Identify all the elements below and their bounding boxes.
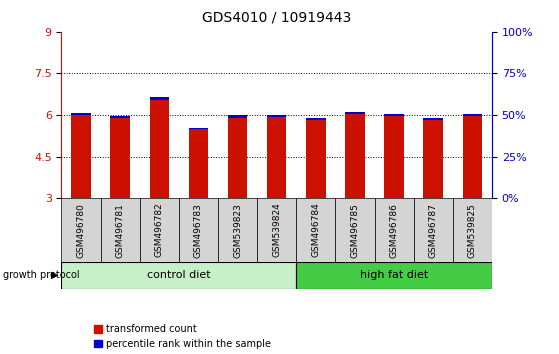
Bar xyxy=(385,114,404,116)
Bar xyxy=(453,198,492,262)
Text: GSM539823: GSM539823 xyxy=(233,202,242,258)
Bar xyxy=(189,127,209,130)
Bar xyxy=(150,97,169,100)
Bar xyxy=(111,116,130,198)
Text: GSM496785: GSM496785 xyxy=(350,202,359,258)
Bar xyxy=(296,262,492,289)
Text: GSM496786: GSM496786 xyxy=(390,202,399,258)
Text: GSM496781: GSM496781 xyxy=(116,202,125,258)
Text: control diet: control diet xyxy=(147,270,211,280)
Text: high fat diet: high fat diet xyxy=(360,270,428,280)
Bar xyxy=(375,198,414,262)
Text: GSM496780: GSM496780 xyxy=(77,202,86,258)
Text: GSM496783: GSM496783 xyxy=(194,202,203,258)
Text: growth protocol: growth protocol xyxy=(3,270,79,280)
Bar xyxy=(424,118,443,120)
Bar xyxy=(61,262,296,289)
Text: GSM496784: GSM496784 xyxy=(311,203,320,257)
Bar xyxy=(189,127,209,198)
Bar xyxy=(463,114,482,116)
Bar xyxy=(228,115,247,118)
Bar xyxy=(111,116,130,118)
Bar xyxy=(72,113,91,115)
Bar xyxy=(385,114,404,198)
Bar xyxy=(296,198,335,262)
Bar xyxy=(424,118,443,198)
Bar xyxy=(463,114,482,198)
Text: GDS4010 / 10919443: GDS4010 / 10919443 xyxy=(202,11,351,25)
Bar xyxy=(218,198,257,262)
Bar xyxy=(306,118,325,120)
Bar xyxy=(72,113,91,198)
Bar xyxy=(414,198,453,262)
Bar xyxy=(267,115,287,117)
Bar xyxy=(61,198,101,262)
Bar xyxy=(228,115,247,198)
Bar xyxy=(345,112,364,198)
Text: GSM496782: GSM496782 xyxy=(155,203,164,257)
Text: GSM539824: GSM539824 xyxy=(272,203,281,257)
Bar xyxy=(101,198,140,262)
Bar xyxy=(335,198,375,262)
Bar xyxy=(257,198,296,262)
Bar xyxy=(140,198,179,262)
Bar xyxy=(306,118,325,198)
Legend: transformed count, percentile rank within the sample: transformed count, percentile rank withi… xyxy=(94,324,271,349)
Bar xyxy=(345,112,364,114)
Bar xyxy=(150,97,169,198)
Text: GSM496787: GSM496787 xyxy=(429,202,438,258)
Bar xyxy=(267,115,287,198)
Bar xyxy=(179,198,218,262)
Text: GSM539825: GSM539825 xyxy=(468,202,477,258)
Text: ▶: ▶ xyxy=(51,270,59,280)
